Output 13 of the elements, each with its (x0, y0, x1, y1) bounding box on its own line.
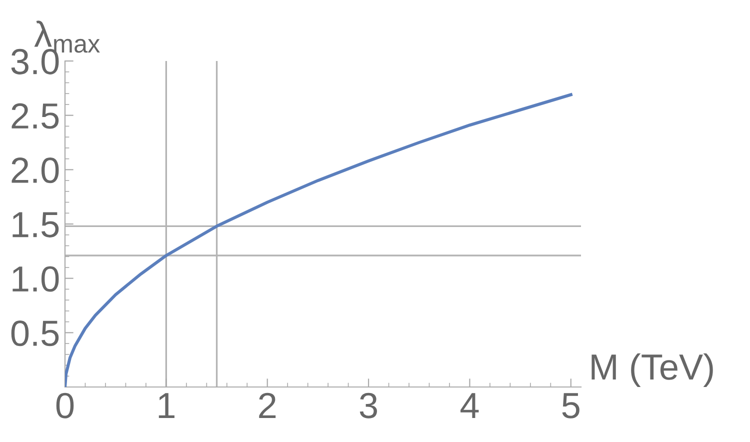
x-tick-label: 5 (562, 393, 580, 418)
y-tick-label: 2.5 (12, 103, 59, 129)
x-tick-label: 4 (460, 393, 479, 418)
line-series (65, 93, 572, 387)
y-tick-label: 1.0 (12, 266, 59, 292)
y-tick-label: 0.5 (11, 320, 59, 346)
x-tick-label: 0 (56, 392, 74, 418)
x-tick-label: 3 (360, 392, 377, 418)
x-axis-title: M (TeV) (592, 353, 713, 387)
x-tick-label: 1 (158, 393, 174, 418)
y-tick-label: 2.0 (12, 158, 59, 184)
y-tick-label: 1.5 (12, 212, 59, 238)
x-tick-label: 2 (259, 392, 276, 418)
